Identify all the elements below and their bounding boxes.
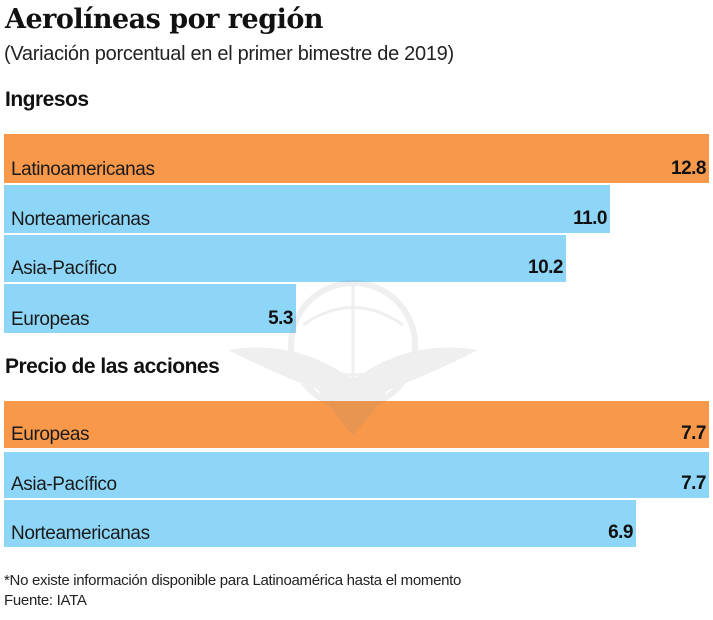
bar-latinoamericanas: Latinoamericanas 12.8 [4,134,709,183]
footnote: *No existe información disponible para L… [4,572,462,589]
bar-asia-pac-fico: Asia-Pacífico 7.7 [4,452,709,498]
bar-value-label: 5.3 [268,308,293,329]
section-title-ingresos: Ingresos [5,88,89,111]
bar-category-label: Latinoamericanas [11,159,155,180]
bar-category-label: Asia-Pacífico [11,258,117,279]
bar-norteamericanas: Norteamericanas 6.9 [4,500,636,547]
source-note: Fuente: IATA [4,592,87,609]
bar-category-label: Asia-Pacífico [11,474,117,495]
bar-category-label: Europeas [11,309,90,330]
bar-asia-pac-fico: Asia-Pacífico 10.2 [4,235,566,282]
bar-europeas: Europeas 5.3 [4,284,296,333]
bar-value-label: 7.7 [681,473,706,494]
bar-europeas: Europeas 7.7 [4,401,709,448]
bar-value-label: 12.8 [671,158,706,179]
bar-value-label: 7.7 [681,423,706,444]
chart-title: Aerolíneas por región [5,4,323,35]
bar-norteamericanas: Norteamericanas 11.0 [4,185,610,233]
chart-subtitle: (Variación porcentual en el primer bimes… [4,43,454,65]
section-title-acciones: Precio de las acciones [5,355,220,378]
bar-value-label: 11.0 [573,208,607,229]
bar-category-label: Norteamericanas [11,209,150,230]
bar-value-label: 6.9 [608,522,633,543]
bar-value-label: 10.2 [528,257,563,278]
bar-category-label: Norteamericanas [11,523,150,544]
bar-category-label: Europeas [11,424,90,445]
